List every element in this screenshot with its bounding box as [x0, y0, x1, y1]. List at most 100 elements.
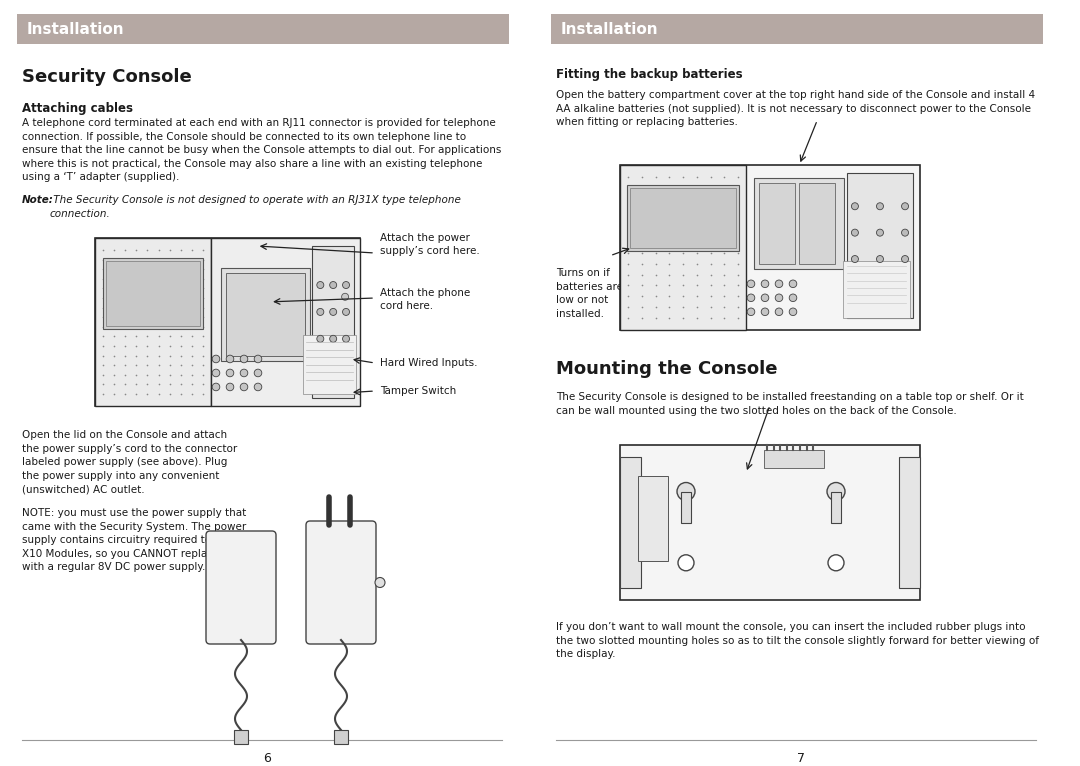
Bar — [106, 261, 200, 326]
Circle shape — [775, 280, 783, 287]
Bar — [103, 258, 203, 329]
Circle shape — [316, 336, 324, 342]
Text: Open the battery compartment cover at the top right hand side of the Console and: Open the battery compartment cover at th… — [556, 90, 1035, 127]
Circle shape — [316, 282, 324, 289]
Text: The Security Console is designed to be installed freestanding on a table top or : The Security Console is designed to be i… — [556, 392, 1024, 416]
Text: Installation: Installation — [561, 21, 659, 37]
Bar — [630, 188, 735, 247]
Circle shape — [761, 308, 769, 316]
Circle shape — [226, 369, 233, 377]
Circle shape — [316, 309, 324, 316]
Text: Hard Wired Inputs.: Hard Wired Inputs. — [380, 358, 477, 368]
Circle shape — [761, 294, 769, 302]
Bar — [17, 14, 509, 44]
Circle shape — [851, 229, 859, 236]
Circle shape — [789, 280, 797, 287]
Bar — [95, 238, 360, 406]
Circle shape — [827, 483, 845, 500]
Circle shape — [851, 256, 859, 263]
Text: Turns on if
batteries are
low or not
installed.: Turns on if batteries are low or not ins… — [556, 268, 623, 319]
Circle shape — [678, 555, 694, 571]
Bar — [759, 183, 795, 264]
Circle shape — [212, 355, 220, 363]
Bar — [620, 165, 920, 330]
Bar — [627, 185, 739, 250]
Bar — [620, 457, 642, 588]
Bar — [551, 14, 1043, 44]
Circle shape — [747, 294, 755, 302]
Circle shape — [877, 256, 883, 263]
Circle shape — [877, 203, 883, 210]
Circle shape — [375, 578, 384, 588]
Circle shape — [254, 383, 261, 391]
Circle shape — [775, 294, 783, 302]
Circle shape — [851, 203, 859, 210]
Bar — [334, 730, 348, 744]
Circle shape — [677, 483, 696, 500]
Bar — [843, 260, 909, 319]
Bar — [226, 273, 306, 355]
Bar — [899, 457, 920, 588]
Bar — [221, 268, 310, 361]
Bar — [681, 492, 691, 522]
Text: 7: 7 — [797, 752, 805, 765]
Bar — [211, 238, 360, 406]
Circle shape — [329, 282, 337, 289]
Circle shape — [747, 308, 755, 316]
Bar — [620, 445, 920, 600]
Circle shape — [747, 280, 755, 287]
Circle shape — [775, 308, 783, 316]
Text: Tamper Switch: Tamper Switch — [380, 386, 456, 396]
Circle shape — [761, 280, 769, 287]
Circle shape — [240, 383, 247, 391]
Bar — [95, 238, 211, 406]
Circle shape — [902, 229, 908, 236]
FancyBboxPatch shape — [206, 531, 276, 644]
Circle shape — [212, 383, 220, 391]
Circle shape — [342, 336, 350, 342]
Circle shape — [341, 293, 349, 300]
Circle shape — [877, 229, 883, 236]
Text: 6: 6 — [264, 752, 271, 765]
Circle shape — [789, 294, 797, 302]
Text: Fitting the backup batteries: Fitting the backup batteries — [556, 68, 743, 81]
Circle shape — [226, 383, 233, 391]
Circle shape — [902, 203, 908, 210]
Circle shape — [789, 308, 797, 316]
Bar — [831, 492, 841, 522]
Text: A telephone cord terminated at each end with an RJ11 connector is provided for t: A telephone cord terminated at each end … — [22, 118, 501, 182]
Bar — [303, 336, 355, 394]
Text: Attach the power
supply’s cord here.: Attach the power supply’s cord here. — [380, 233, 480, 256]
Text: Attaching cables: Attaching cables — [22, 102, 133, 115]
Text: Attach the phone
cord here.: Attach the phone cord here. — [380, 288, 470, 311]
Text: Security Console: Security Console — [22, 68, 192, 86]
Text: NOTE: you must use the power supply that
came with the Security System. The powe: NOTE: you must use the power supply that… — [22, 508, 251, 572]
Bar — [754, 178, 845, 269]
Bar — [312, 247, 354, 398]
Circle shape — [329, 309, 337, 316]
Text: The Security Console is not designed to operate with an RJ31X type telephone
con: The Security Console is not designed to … — [50, 195, 461, 218]
Circle shape — [226, 355, 233, 363]
Bar — [620, 165, 746, 330]
Bar — [847, 173, 913, 319]
Bar — [234, 730, 248, 744]
Circle shape — [212, 369, 220, 377]
Circle shape — [342, 282, 350, 289]
Text: If you don’t want to wall mount the console, you can insert the included rubber : If you don’t want to wall mount the cons… — [556, 622, 1039, 660]
Circle shape — [240, 355, 247, 363]
Circle shape — [254, 355, 261, 363]
FancyBboxPatch shape — [306, 521, 376, 644]
Circle shape — [329, 336, 337, 342]
Circle shape — [902, 256, 908, 263]
Text: Installation: Installation — [27, 21, 124, 37]
Text: Note:: Note: — [22, 195, 54, 205]
Circle shape — [828, 555, 843, 571]
Bar — [799, 183, 836, 264]
Circle shape — [254, 369, 261, 377]
Circle shape — [342, 309, 350, 316]
Text: Open the lid on the Console and attach
the power supply’s cord to the connector
: Open the lid on the Console and attach t… — [22, 430, 238, 494]
Circle shape — [240, 369, 247, 377]
Bar — [638, 476, 669, 561]
Bar — [764, 450, 824, 468]
Text: Mounting the Console: Mounting the Console — [556, 360, 778, 378]
